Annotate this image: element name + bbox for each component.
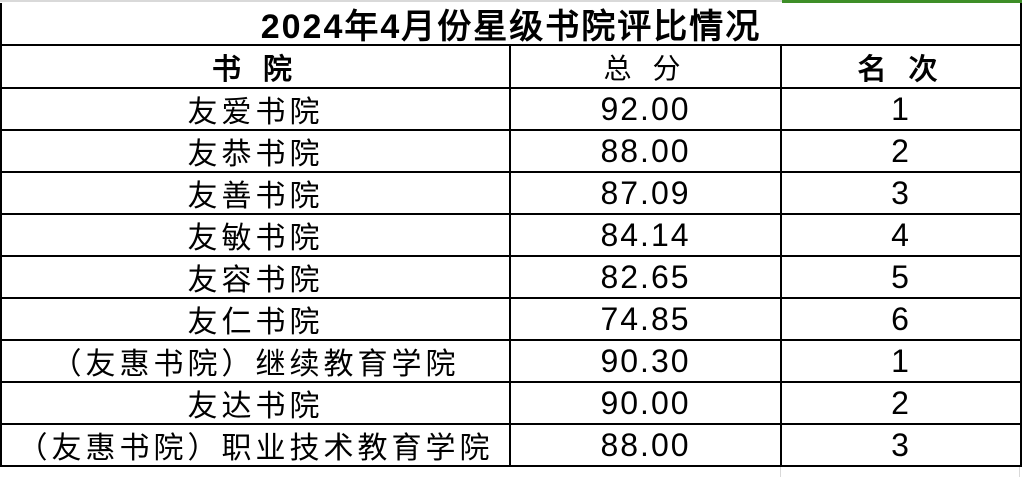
table-row: 友敏书院 84.14 4 (2, 215, 1020, 257)
table-row: 友达书院 90.00 2 (2, 383, 1020, 425)
cell-score[interactable]: 90.00 (511, 383, 782, 423)
below-table-gridline-stub (780, 467, 781, 477)
header-cell-rank[interactable]: 名 次 (857, 53, 945, 86)
cell-rank[interactable]: 3 (891, 426, 911, 463)
cell-score[interactable]: 88.00 (511, 131, 782, 171)
table-row: （友惠书院）职业技术教育学院 88.00 3 (2, 425, 1020, 465)
cell-score[interactable]: 90.30 (511, 341, 782, 381)
table-row: 友善书院 87.09 3 (2, 173, 1020, 215)
header-row: 书 院 总 分 名 次 (2, 46, 1020, 89)
cell-score[interactable]: 82.65 (511, 257, 782, 297)
table-row: 友恭书院 88.00 2 (2, 131, 1020, 173)
cell-academy[interactable]: 友容书院 (2, 257, 511, 297)
table-row: 友容书院 82.65 5 (2, 257, 1020, 299)
table-title-cell[interactable]: 2024年4月份星级书院评比情况 (2, 3, 1020, 46)
cell-rank[interactable]: 5 (891, 258, 911, 295)
below-table-gridline-stub (1019, 467, 1020, 477)
header-cell-score[interactable]: 总 分 (511, 46, 782, 87)
cell-score[interactable]: 87.09 (511, 173, 782, 213)
cell-academy[interactable]: （友惠书院）职业技术教育学院 (2, 425, 511, 465)
cell-rank[interactable]: 1 (891, 90, 911, 127)
cell-academy[interactable]: 友达书院 (2, 383, 511, 423)
table-row: （友惠书院）继续教育学院 90.30 1 (2, 341, 1020, 383)
cell-rank[interactable]: 2 (891, 384, 911, 421)
cell-academy[interactable]: 友爱书院 (2, 89, 511, 129)
cell-rank[interactable]: 6 (891, 300, 911, 337)
cell-score[interactable]: 92.00 (511, 89, 782, 129)
cell-academy[interactable]: 友恭书院 (2, 131, 511, 171)
cell-academy[interactable]: 友敏书院 (2, 215, 511, 255)
table-row: 友仁书院 74.85 6 (2, 299, 1020, 341)
cell-academy[interactable]: （友惠书院）继续教育学院 (2, 341, 511, 381)
header-cell-academy[interactable]: 书 院 (2, 46, 511, 87)
table-row: 友爱书院 92.00 1 (2, 89, 1020, 131)
cell-rank[interactable]: 3 (891, 174, 911, 211)
cell-score[interactable]: 88.00 (511, 425, 782, 465)
top-gridline-green (782, 0, 1022, 3)
evaluation-table: 2024年4月份星级书院评比情况 书 院 总 分 名 次 友爱书院 92.00 … (0, 3, 1022, 467)
cell-academy[interactable]: 友仁书院 (2, 299, 511, 339)
cell-rank[interactable]: 2 (891, 132, 911, 169)
cell-academy[interactable]: 友善书院 (2, 173, 511, 213)
cell-score[interactable]: 74.85 (511, 299, 782, 339)
cell-rank[interactable]: 4 (891, 216, 911, 253)
cell-score[interactable]: 84.14 (511, 215, 782, 255)
table-title: 2024年4月份星级书院评比情况 (260, 8, 762, 46)
top-gridline-gray (0, 0, 782, 2)
cell-rank[interactable]: 1 (891, 342, 911, 379)
